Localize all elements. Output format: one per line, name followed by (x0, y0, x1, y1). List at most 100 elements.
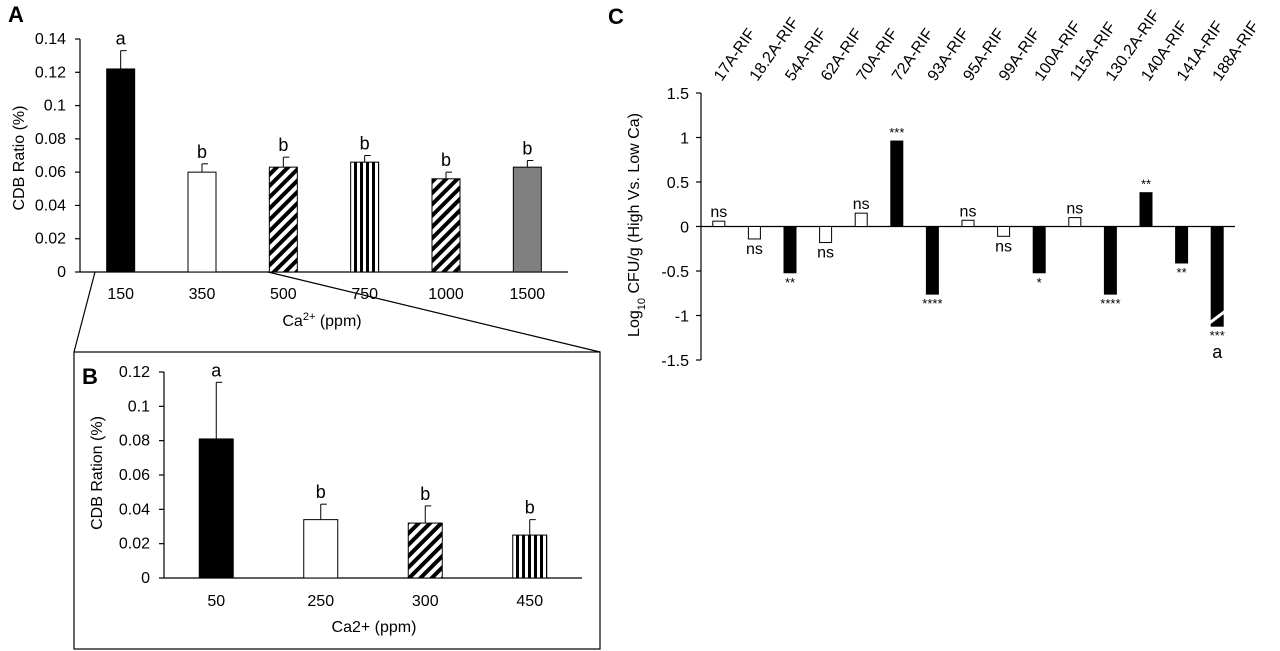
panel-c-bar (1175, 226, 1189, 264)
panel-c-bar (1139, 192, 1153, 227)
panel-a-xlabel-base: Ca (282, 313, 303, 330)
panel-b-y-tick-label: 0.12 (119, 364, 150, 381)
panel-a-y-tick-label: 0.06 (35, 164, 66, 181)
panel-c-ylabel-prefix: Log (626, 310, 643, 337)
panel-a-y-tick-label: 0.04 (35, 197, 66, 214)
panel-a-xlabel-sup: 2+ (303, 311, 316, 323)
panel-c-sig-label: ** (785, 275, 795, 290)
panel-c-sig-label: *** (889, 125, 904, 140)
panel-b-x-tick-label: 50 (207, 593, 225, 610)
panel-c-y-tick-label: 1 (680, 131, 689, 148)
panel-a-y-tick-label: 0.12 (35, 64, 66, 81)
panel-c-ylabel-sub: 10 (636, 298, 648, 310)
panel-c-bar (997, 226, 1011, 237)
panel-b-y-tick-label: 0.08 (119, 433, 150, 450)
panel-a-x-tick-label: 350 (189, 286, 216, 303)
panel-c-sig-label: ns (1066, 201, 1083, 218)
panel-a-sig-letter: b (197, 142, 207, 162)
panel-b-sig-letter: b (420, 484, 430, 504)
panel-c-sig-label: **** (1100, 296, 1120, 311)
panel-b-bar (407, 522, 443, 579)
panel-a-xlabel: Ca2+ (ppm) (282, 311, 361, 330)
panel-b-x-tick-label: 450 (516, 593, 543, 610)
panel-c-y-tick-label: 0.5 (667, 175, 689, 192)
zoom-line-right (267, 271, 601, 353)
panel-c-bar (890, 140, 904, 227)
panel-a-x-tick-label: 1500 (510, 286, 546, 303)
panel-c-bar (1068, 217, 1082, 228)
panel-c-sig-letter: a (1212, 342, 1223, 362)
panel-c-y-tick-label: 0 (680, 220, 689, 237)
panel-a-y-tick-label: 0.1 (44, 98, 66, 115)
panel-c-sig-label: ns (853, 196, 870, 213)
panel-a-x-tick-label: 1000 (428, 286, 464, 303)
panel-c-sig-label: ns (746, 241, 763, 258)
panel-a-bar (187, 171, 217, 273)
panel-label-c: C (608, 4, 624, 29)
panel-c-ylabel: Log10 CFU/g (High Vs. Low Ca) (626, 113, 648, 337)
panel-c-sig-label: ** (1177, 265, 1187, 280)
panel-c-bar (747, 226, 761, 240)
panel-c-y-tick-label: -0.5 (661, 264, 689, 281)
panel-b-ylabel: CDB Ration (%) (89, 416, 106, 530)
panel-c-bar (712, 220, 726, 228)
panel-c-chart: Log10 CFU/g (High Vs. Low Ca) -1.5-1-0.5… (626, 7, 1263, 370)
panel-b-bar (198, 438, 234, 579)
panel-c-ylabel-suffix: CFU/g (High Vs. Low Ca) (626, 113, 643, 298)
panel-a-chart: CDB Ratio (%) Ca2+ (ppm) 0 0.02 0.04 0.06 0.… (11, 29, 568, 330)
panel-b-frame (73, 351, 601, 650)
panel-c-sig-label: ns (710, 204, 727, 221)
panel-a-bar (512, 166, 542, 273)
panel-a-sig-letter: a (116, 29, 127, 49)
panel-a-x-tick-label: 150 (107, 286, 134, 303)
panel-b-y-tick-label: 0 (141, 570, 150, 587)
panel-c-y-tick-label: -1.5 (661, 353, 689, 370)
panel-c-sig-label: ns (995, 238, 1012, 255)
panel-b-y-tick-label: 0.1 (128, 398, 150, 415)
panel-b-bar (303, 519, 339, 579)
panel-c-bar (1103, 226, 1117, 295)
panel-a-x-tick-label: 500 (270, 286, 297, 303)
panel-label-a: A (8, 2, 24, 27)
panel-a-y-tick-label: 0.02 (35, 231, 66, 248)
panel-b-xlabel: Ca2+ (ppm) (332, 619, 417, 636)
panel-c-axis-break (1208, 309, 1227, 325)
panel-c-bar (1210, 226, 1224, 327)
panel-c-sig-label: ** (1141, 177, 1151, 192)
panel-a-x-tick-label: 750 (351, 286, 378, 303)
panel-a-bar (431, 178, 461, 273)
panel-b-x-tick-label: 300 (412, 593, 439, 610)
panel-c-y-tick-label: -1 (675, 309, 689, 326)
panel-c-sig-label: * (1037, 275, 1042, 290)
panel-c-bar (819, 226, 833, 244)
panel-c-sig-label: ns (817, 245, 834, 262)
panel-c-sig-label: **** (922, 296, 942, 311)
panel-a-y-tick-label: 0.14 (35, 31, 66, 48)
panel-c-sig-label: *** (1210, 328, 1225, 343)
panel-b-bar (512, 534, 548, 579)
panel-c-y-tick-label: 1.5 (667, 86, 689, 103)
panel-c-bar (783, 226, 797, 274)
panel-a-ylabel: CDB Ratio (%) (11, 106, 28, 211)
panel-c-bar (925, 226, 939, 295)
panel-label-b: B (82, 364, 98, 389)
panel-a-bar (268, 166, 298, 273)
panel-c-sig-label: ns (960, 203, 977, 220)
panel-c-bar (961, 219, 975, 228)
panel-b-chart: CDB Ration (%) Ca2+ (ppm) 0 0.02 0.04 0.06 0… (89, 360, 582, 636)
panel-a-sig-letter: b (278, 135, 288, 155)
panel-a-sig-letter: b (522, 138, 532, 158)
panel-a-bar (350, 161, 380, 273)
panel-a-xlabel-unit: (ppm) (315, 313, 361, 330)
panel-b-sig-letter: b (525, 498, 535, 518)
panel-a-sig-letter: b (441, 150, 451, 170)
panel-b-y-tick-label: 0.04 (119, 501, 150, 518)
panel-b-sig-letter: a (211, 360, 222, 380)
panel-b-y-tick-label: 0.06 (119, 467, 150, 484)
panel-b-x-tick-label: 250 (307, 593, 334, 610)
panel-b-sig-letter: b (316, 482, 326, 502)
panel-a-bar (106, 68, 136, 273)
panel-c-bar (854, 212, 868, 227)
zoom-line-left (73, 271, 96, 353)
